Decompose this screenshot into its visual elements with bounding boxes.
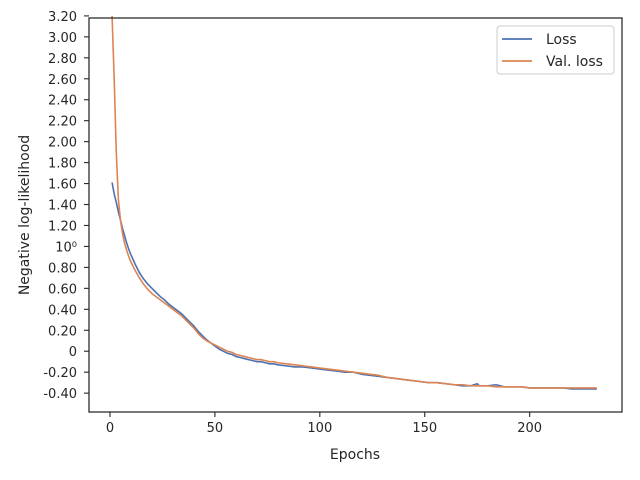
y-tick-label: 2.00 (48, 136, 77, 151)
legend-label-val-loss: Val. loss (546, 54, 603, 70)
y-tick-label: 2.60 (48, 73, 77, 88)
y-tick-label: 2.20 (48, 115, 77, 130)
x-tick-label: 50 (207, 421, 224, 436)
loss-series-line (111, 182, 597, 390)
y-tick-label: 2.80 (48, 52, 77, 67)
x-tick-label: 200 (517, 421, 542, 436)
y-axis-label: Negative log-likelihood (17, 135, 33, 295)
y-tick-label: 3.20 (48, 10, 77, 25)
x-tick-label: 150 (412, 421, 437, 436)
tick-layer: 0 50 100 150 200 -0.40 -0.20 0 0.20 0.40 0.60 0.80 1… (43, 10, 542, 436)
y-tick-label: 10⁰ (55, 240, 77, 255)
y-tick-label: 0.40 (48, 303, 77, 318)
plot-area-frame (88, 17, 623, 413)
series-layer (111, 15, 597, 390)
y-tick-label: -0.20 (43, 366, 77, 381)
y-tick-label: -0.40 (43, 387, 77, 402)
y-tick-label: 0.60 (48, 282, 77, 297)
val-loss-series-line (111, 15, 597, 389)
legend-label-loss: Loss (546, 32, 577, 48)
x-axis-label: Epochs (330, 447, 380, 463)
y-tick-label: 1.60 (48, 178, 77, 193)
y-tick-label: 0.80 (48, 261, 77, 276)
x-tick-label: 100 (307, 421, 332, 436)
y-tick-label: 2.40 (48, 94, 77, 109)
y-tick-label: 1.80 (48, 157, 77, 172)
y-tick-label: 0 (69, 345, 77, 360)
x-tick-label: 0 (106, 421, 114, 436)
y-tick-label: 1.40 (48, 199, 77, 214)
legend: Loss Val. loss (496, 25, 615, 75)
y-tick-label: 3.00 (48, 31, 77, 46)
y-tick-label: 0.20 (48, 324, 77, 339)
legend-box (496, 25, 615, 75)
y-tick-label: 1.20 (48, 219, 77, 234)
